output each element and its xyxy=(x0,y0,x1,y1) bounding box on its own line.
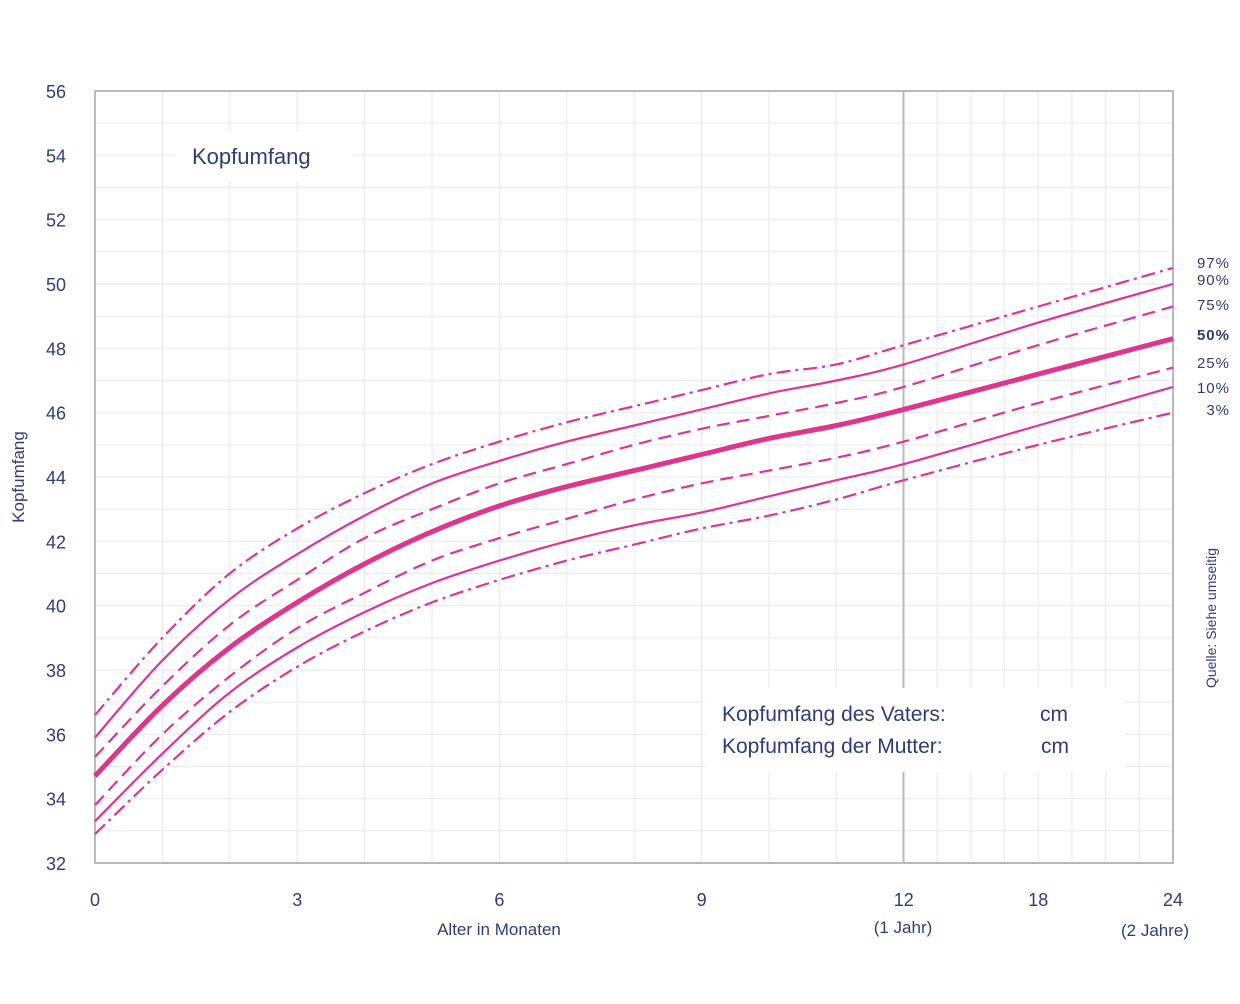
x-tick-label: 24 xyxy=(1163,890,1183,910)
y-tick-label: 50 xyxy=(46,275,66,295)
y-tick-label: 34 xyxy=(46,790,66,810)
percentile-labels: 97%90% 75% 50% 25% 10% 3% xyxy=(1197,255,1230,419)
y-tick-label: 32 xyxy=(46,854,66,874)
percentile-line-90 xyxy=(94,282,1174,739)
mother-unit: cm xyxy=(1041,735,1069,758)
percentile-label-50: 50% xyxy=(1197,327,1230,344)
percentile-label-90: 90% xyxy=(1197,272,1230,289)
source-note: Quelle: Siehe umseitig xyxy=(1203,548,1219,688)
x-note-1-year: (1 Jahr) xyxy=(874,918,933,937)
x-axis-label: Alter in Monaten xyxy=(437,920,561,939)
percentile-label-3: 3% xyxy=(1206,402,1230,419)
y-tick-label: 38 xyxy=(46,661,66,681)
x-tick-label: 3 xyxy=(292,890,302,910)
percentile-curves xyxy=(93,266,1174,835)
x-tick-label: 9 xyxy=(697,890,707,910)
x-tick-label: 12 xyxy=(894,890,914,910)
y-tick-label: 56 xyxy=(46,82,66,102)
percentile-line-97 xyxy=(94,266,1174,716)
y-tick-label: 44 xyxy=(46,468,66,488)
percentile-line-50 xyxy=(93,336,1174,778)
percentile-line-3 xyxy=(94,411,1174,835)
y-axis-label: Kopfumfang xyxy=(9,431,28,523)
father-unit: cm xyxy=(1040,703,1068,726)
x-axis-ticks: 0 3 6 9 12 18 24 xyxy=(90,890,1183,910)
percentile-line-25 xyxy=(94,366,1174,806)
mother-label: Kopfumfang der Mutter: xyxy=(722,735,943,758)
y-tick-label: 46 xyxy=(46,404,66,424)
y-tick-label: 52 xyxy=(46,211,66,231)
percentile-line-75 xyxy=(94,305,1174,758)
parents-info-box xyxy=(705,688,1125,772)
percentile-label-75: 75% xyxy=(1197,297,1230,314)
percentile-label-25: 25% xyxy=(1197,355,1230,372)
y-tick-label: 54 xyxy=(46,146,66,166)
x-tick-label: 18 xyxy=(1028,890,1048,910)
plot-frame xyxy=(94,90,1174,864)
x-note-2-years: (2 Jahre) xyxy=(1121,921,1189,940)
percentile-label-10: 10% xyxy=(1197,380,1230,397)
x-tick-label: 6 xyxy=(494,890,504,910)
y-tick-label: 42 xyxy=(46,532,66,552)
y-tick-label: 36 xyxy=(46,725,66,745)
y-tick-label: 48 xyxy=(46,339,66,359)
x-tick-label: 0 xyxy=(90,890,100,910)
percentile-label-97: 97% xyxy=(1197,255,1230,272)
father-label: Kopfumfang des Vaters: xyxy=(722,703,946,726)
y-tick-label: 40 xyxy=(46,597,66,617)
percentile-line-10 xyxy=(94,385,1174,822)
y-axis-ticks: 32 34 36 38 40 42 44 46 48 50 52 54 56 xyxy=(46,82,66,874)
title-background xyxy=(176,132,352,182)
chart-title: Kopfumfang xyxy=(192,144,311,169)
